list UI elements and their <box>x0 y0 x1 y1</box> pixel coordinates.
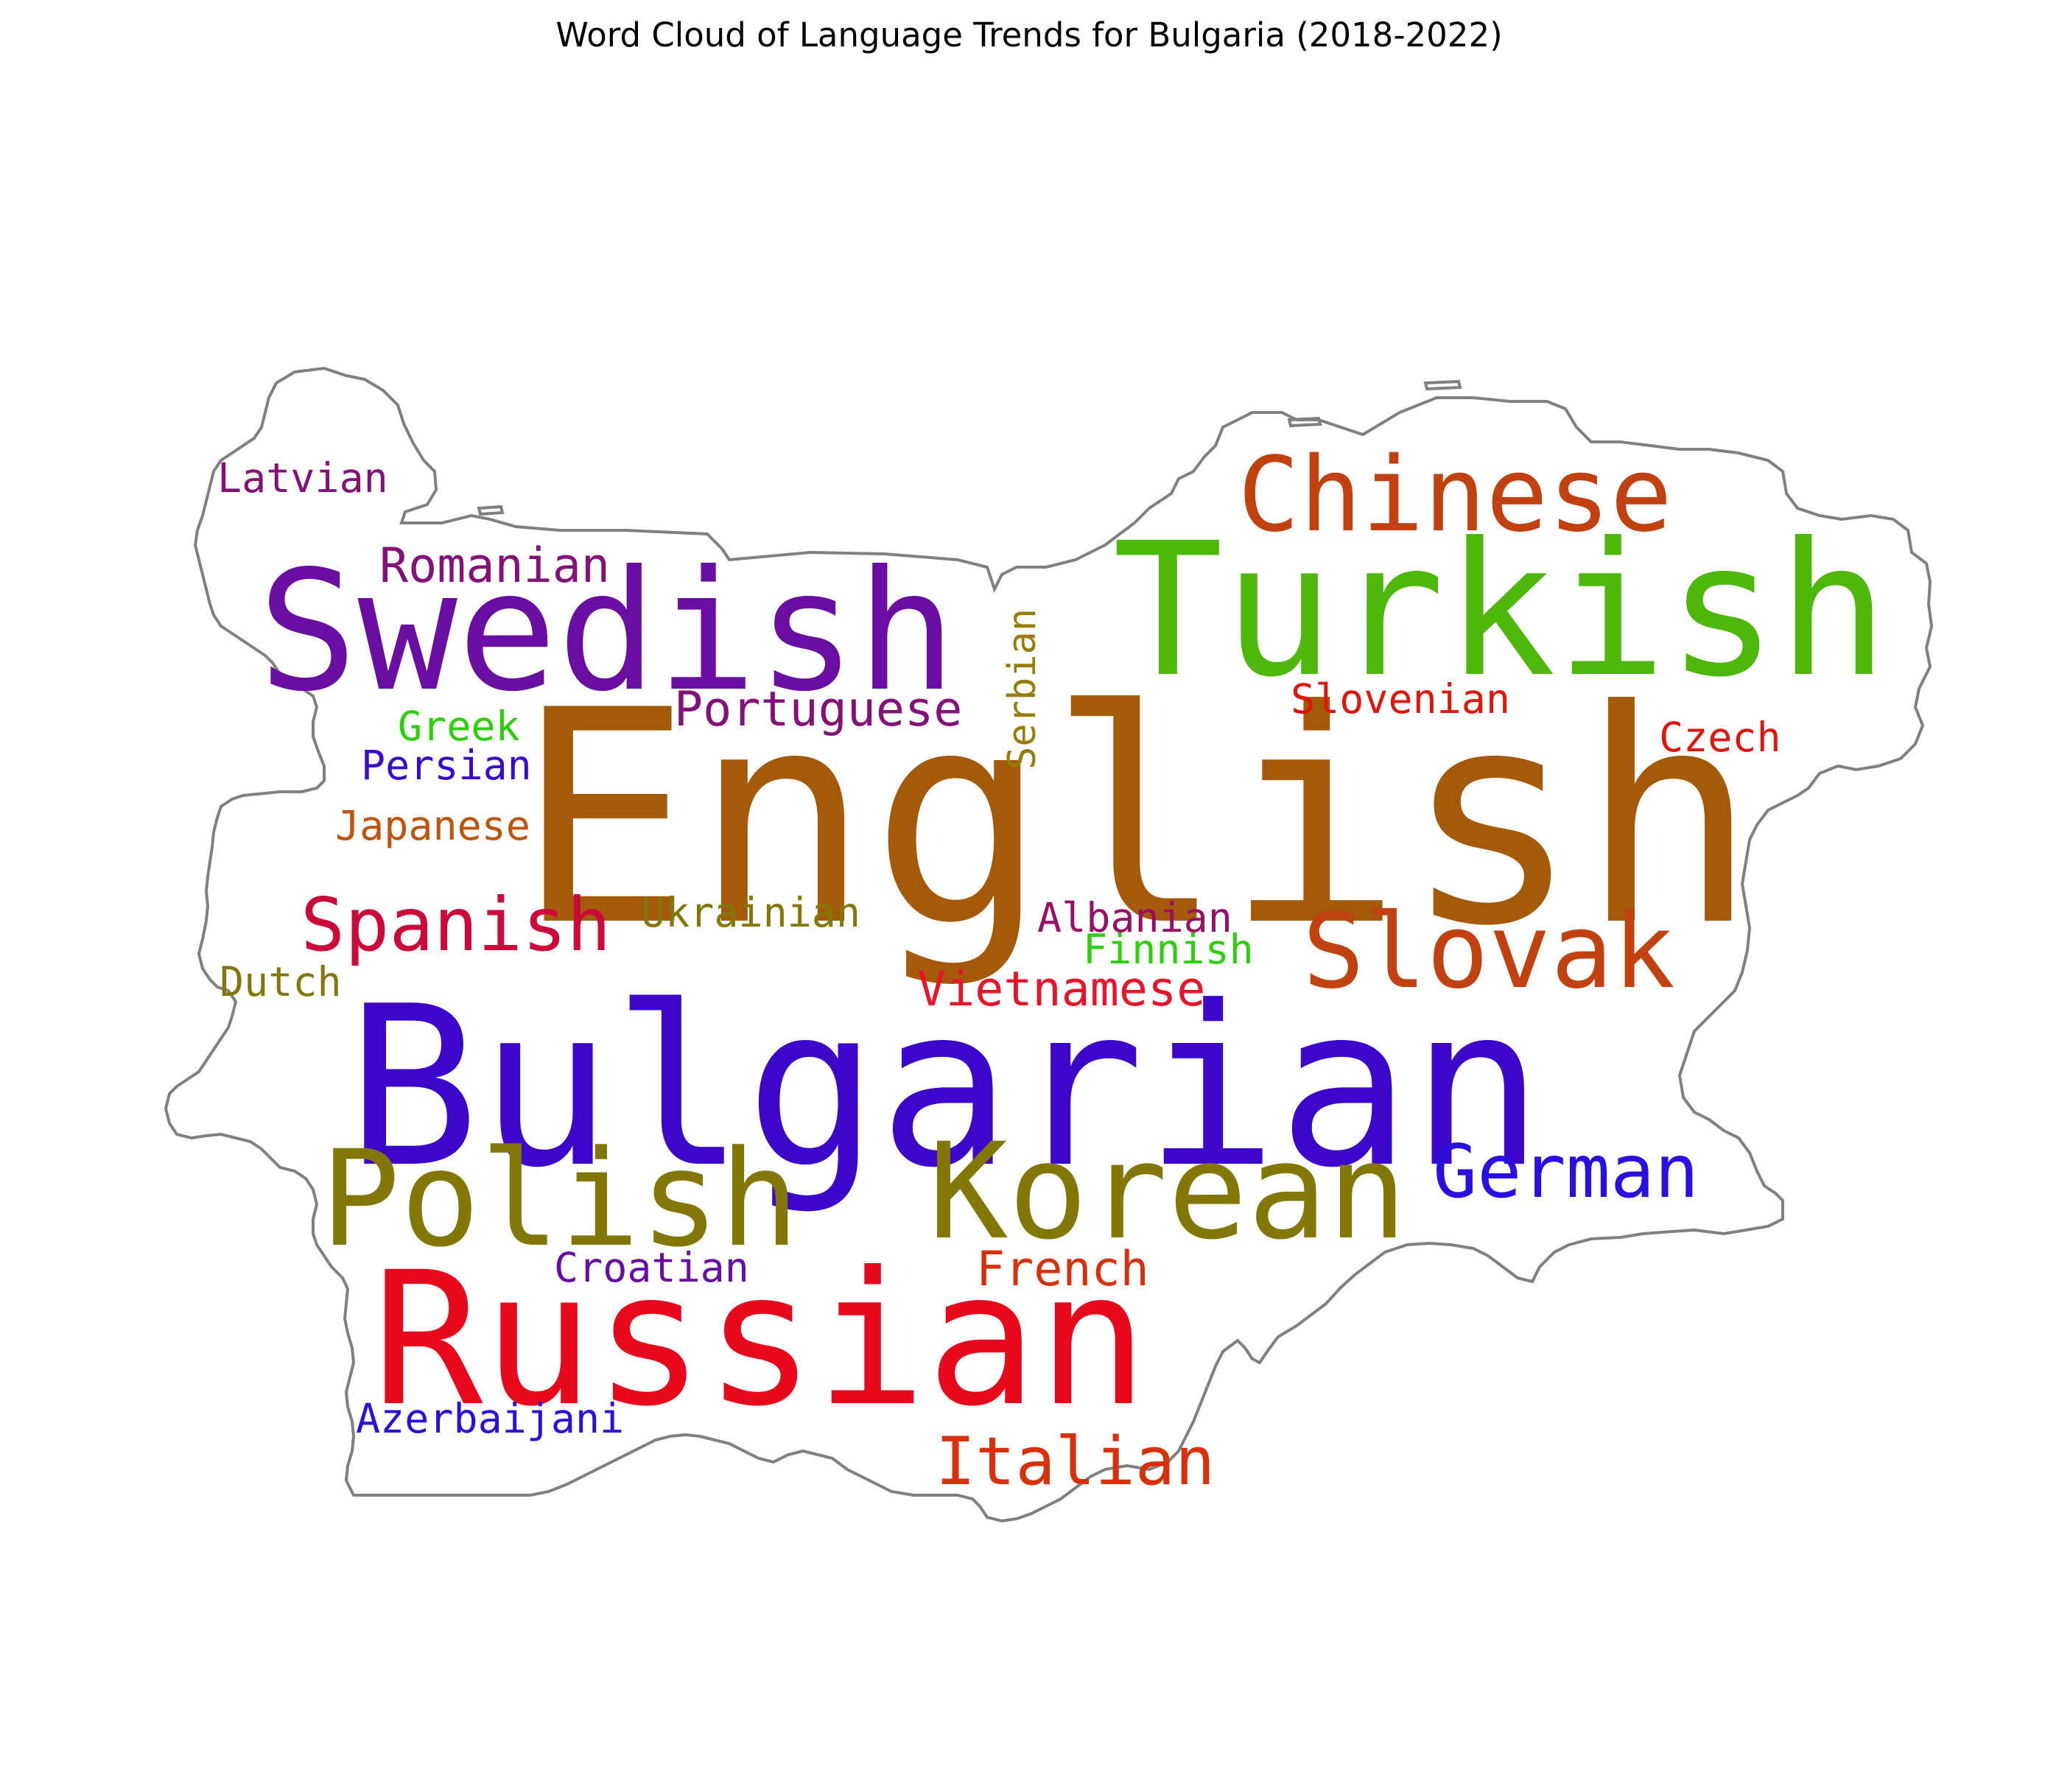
word-turkish: Turkish <box>1112 503 1889 717</box>
outline-islet-1 <box>1423 379 1462 391</box>
figure-title: Word Cloud of Language Trends for Bulgar… <box>555 15 1502 55</box>
word-dutch: Dutch <box>220 958 342 1005</box>
word-japanese: Japanese <box>335 802 530 849</box>
bulgaria-outline <box>164 366 1934 1523</box>
word-chinese: Chinese <box>1238 435 1672 555</box>
word-swedish: Swedish <box>258 535 956 728</box>
word-spanish: Spanish <box>301 882 611 968</box>
word-greek: Greek <box>398 703 520 750</box>
word-ukrainian: Ukrainian <box>641 889 860 936</box>
word-serbian: Serbian <box>1000 608 1045 770</box>
word-portuguese: Portuguese <box>674 682 962 737</box>
word-croatian: Croatian <box>554 1244 749 1291</box>
word-vietnamese: Vietnamese <box>917 962 1205 1017</box>
word-italian: Italian <box>936 1423 1215 1500</box>
word-russian: Russian <box>372 1232 1148 1447</box>
word-azerbaijani: Azerbaijani <box>356 1395 624 1442</box>
word-romanian: Romanian <box>379 538 610 594</box>
word-slovenian: Slovenian <box>1291 675 1510 723</box>
word-cloud: English Bulgarian Turkish Russian Swedis… <box>217 435 1889 1500</box>
word-french: French <box>976 1242 1149 1297</box>
outline-islet-3 <box>477 505 505 516</box>
word-persian: Persian <box>361 742 532 789</box>
word-german: German <box>1433 1128 1699 1215</box>
word-english: English <box>516 648 1758 991</box>
word-korean: Korean <box>928 1115 1407 1269</box>
word-polish: Polish <box>320 1122 799 1276</box>
word-albanian: Albanian <box>1037 894 1232 941</box>
word-czech: Czech <box>1659 714 1781 761</box>
word-finnish: Finnish <box>1083 926 1254 973</box>
word-bulgarian: Bulgarian <box>346 959 1544 1216</box>
word-latvian: Latvian <box>217 454 388 502</box>
outline-islet-2 <box>1287 416 1322 428</box>
word-slovak: Slovak <box>1302 892 1675 1012</box>
